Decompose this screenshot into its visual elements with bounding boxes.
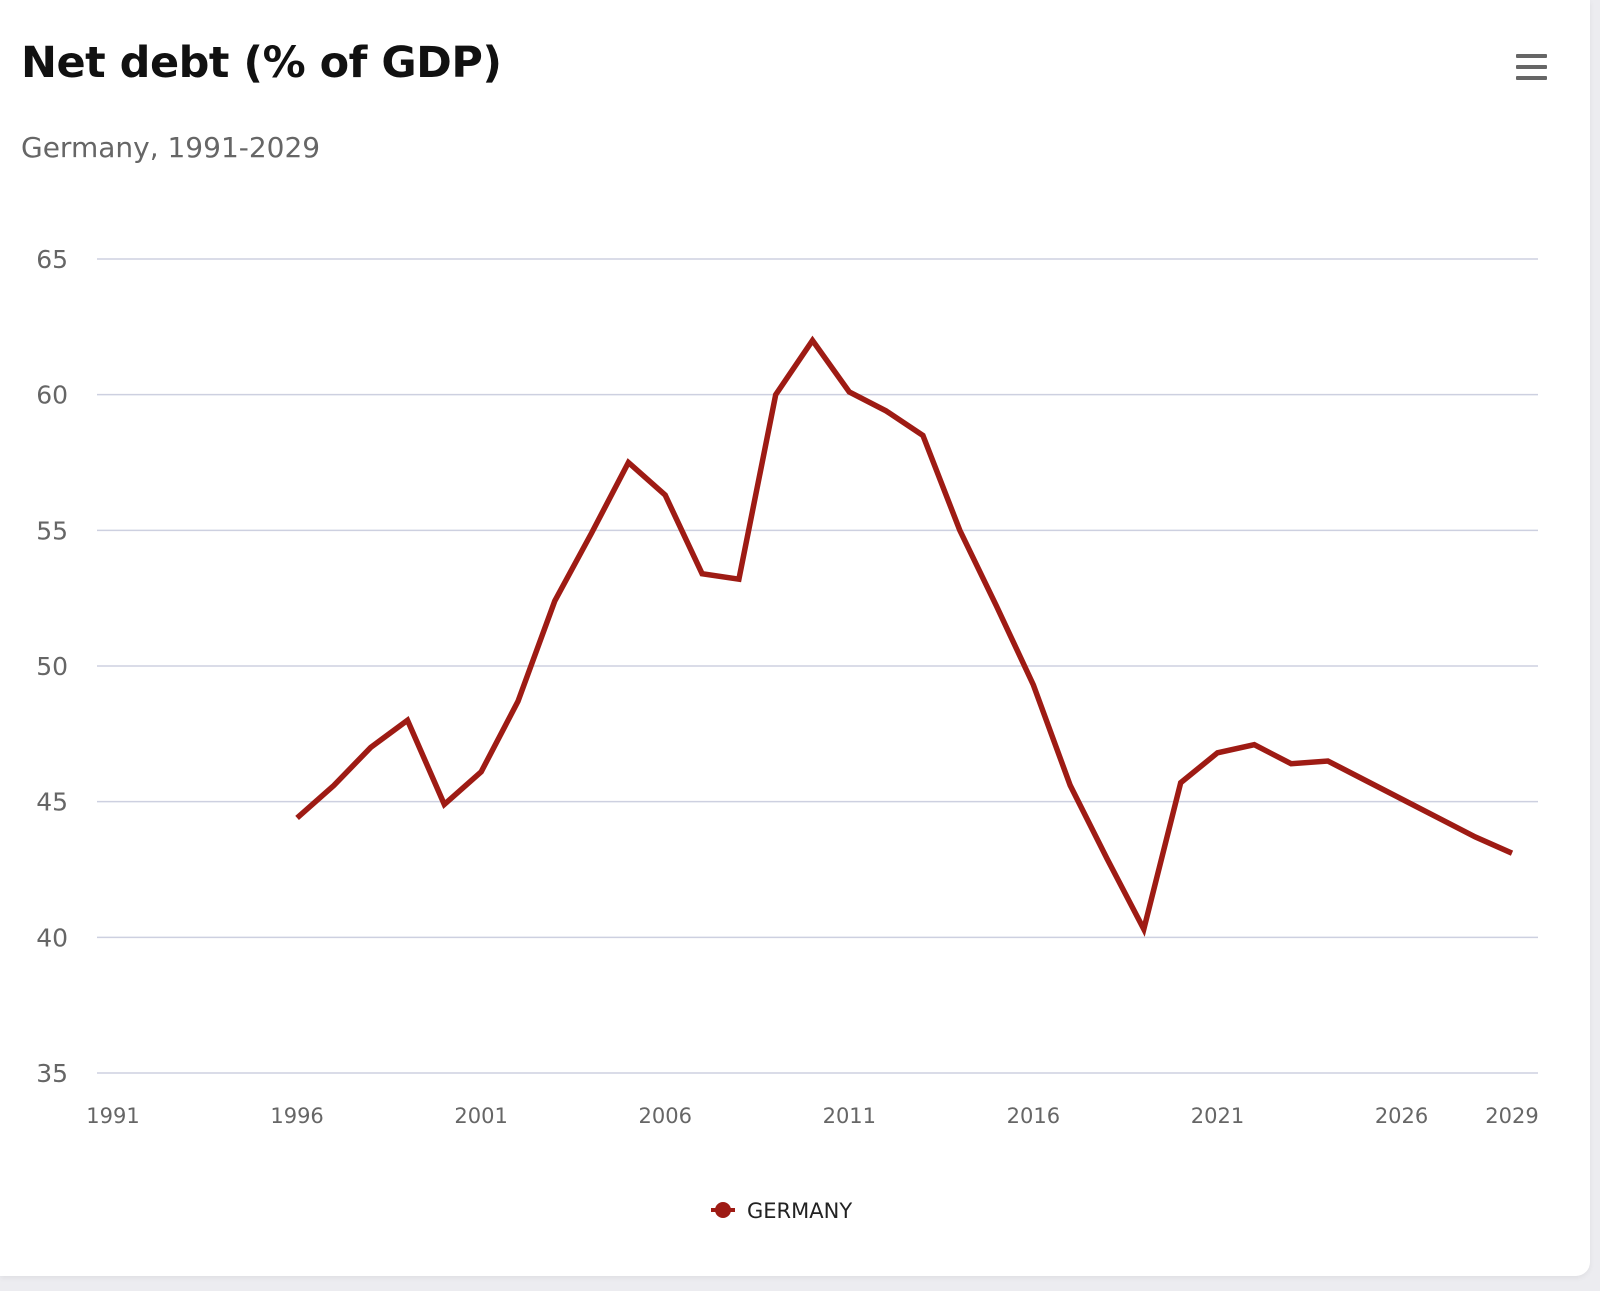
menu-bar — [1516, 76, 1547, 80]
y-tick-label: 55 — [36, 516, 68, 545]
x-tick-label: 2011 — [823, 1104, 876, 1128]
x-tick-label: 2006 — [639, 1104, 692, 1128]
y-tick-label: 65 — [36, 245, 68, 274]
legend-marker — [715, 1202, 731, 1218]
menu-bar — [1516, 65, 1547, 69]
y-tick-label: 50 — [36, 652, 68, 681]
x-axis-labels: 1991 1996 2001 2006 2011 2016 2021 2026 2029 — [86, 1104, 1538, 1128]
y-axis-labels: 35 40 45 50 55 60 65 — [36, 245, 68, 1088]
x-tick-label: 2016 — [1007, 1104, 1060, 1128]
y-tick-label: 60 — [36, 381, 68, 410]
series-line[interactable] — [295, 335, 1514, 937]
chart-title: Net debt (% of GDP) — [21, 38, 502, 88]
x-tick-label: 2001 — [454, 1104, 507, 1128]
x-tick-label: 1996 — [270, 1104, 323, 1128]
x-tick-label: 1991 — [86, 1104, 139, 1128]
y-tick-label: 40 — [36, 923, 68, 952]
y-grid — [97, 258, 1538, 1074]
x-tick-label: 2021 — [1191, 1104, 1244, 1128]
y-tick-label: 45 — [36, 788, 68, 817]
x-tick-label: 2026 — [1375, 1104, 1428, 1128]
legend-label[interactable]: GERMANY — [747, 1199, 852, 1223]
chart-subtitle: Germany, 1991-2029 — [21, 131, 321, 164]
hamburger-menu-icon[interactable] — [1512, 50, 1552, 86]
legend[interactable]: GERMANY — [711, 1199, 852, 1223]
menu-bar — [1516, 54, 1547, 58]
series-germany[interactable] — [295, 335, 1514, 937]
x-tick-label: 2029 — [1485, 1104, 1538, 1128]
y-tick-label: 35 — [36, 1059, 68, 1088]
